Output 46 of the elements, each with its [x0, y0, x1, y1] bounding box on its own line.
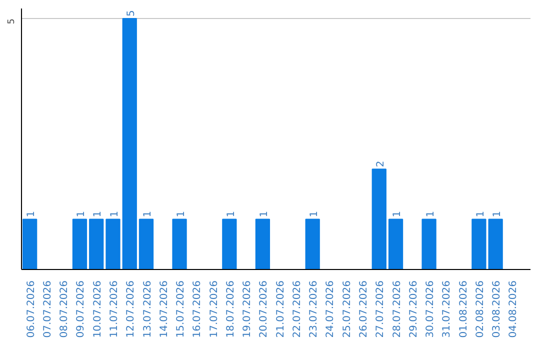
data-label: 1 [259, 210, 270, 218]
data-label: 5 [126, 10, 137, 17]
x-tick-label: 27.07.2026 [375, 280, 386, 338]
x-tick-label: 15.07.2026 [176, 280, 187, 338]
x-tick-label: 16.07.2026 [192, 280, 204, 338]
x-tick-label: 22.07.2026 [292, 280, 303, 338]
x-tick-label: 29.07.2026 [408, 280, 420, 338]
x-tick-label: 31.07.2026 [442, 280, 453, 338]
x-tick-label: 12.07.2026 [126, 280, 137, 338]
x-tick-label: 03.08.2026 [492, 280, 503, 338]
x-tick-label: 01.08.2026 [458, 280, 470, 338]
x-tick-label: 30.07.2026 [425, 280, 436, 338]
ref-line-label: 5 [7, 18, 17, 24]
x-tick-label: 02.08.2026 [474, 280, 486, 338]
x-tick-label: 07.07.2026 [42, 280, 54, 338]
data-label: 1 [475, 210, 486, 218]
data-label: 1 [392, 210, 404, 218]
x-tick-label: 20.07.2026 [258, 280, 270, 338]
data-label: 1 [425, 210, 436, 218]
x-tick-label: 09.07.2026 [76, 280, 87, 338]
x-tick-label: 23.07.2026 [308, 280, 320, 338]
x-tick-label: 24.07.2026 [325, 280, 336, 338]
x-tick-label: 13.07.2026 [142, 280, 154, 338]
x-tick-label: 17.07.2026 [208, 280, 220, 338]
x-tick-label: 14.07.2026 [158, 280, 170, 338]
data-label: 1 [142, 210, 154, 218]
x-tick-label: 06.07.2026 [26, 280, 37, 338]
x-tick-label: 26.07.2026 [358, 280, 370, 338]
data-label: 1 [176, 210, 187, 218]
data-label: 1 [92, 210, 104, 218]
x-tick-label: 10.07.2026 [92, 280, 104, 338]
x-tick-label: 18.07.2026 [225, 280, 236, 338]
x-tick-label: 19.07.2026 [242, 280, 254, 338]
data-label: 1 [26, 210, 38, 218]
data-label: 1 [76, 210, 88, 218]
data-label: 2 [375, 160, 386, 168]
data-label: 1 [226, 210, 237, 218]
x-tick-label: 21.07.2026 [275, 280, 286, 338]
x-tick-label: 25.07.2026 [342, 280, 353, 338]
x-tick-label: 11.07.2026 [108, 280, 120, 338]
x-tick-label: 04.08.2026 [508, 280, 520, 338]
data-label: 1 [109, 210, 120, 218]
data-label: 1 [308, 210, 320, 218]
data-label: 1 [492, 210, 503, 218]
x-tick-label: 28.07.2026 [392, 280, 403, 338]
x-tick-label: 08.07.2026 [59, 280, 70, 338]
